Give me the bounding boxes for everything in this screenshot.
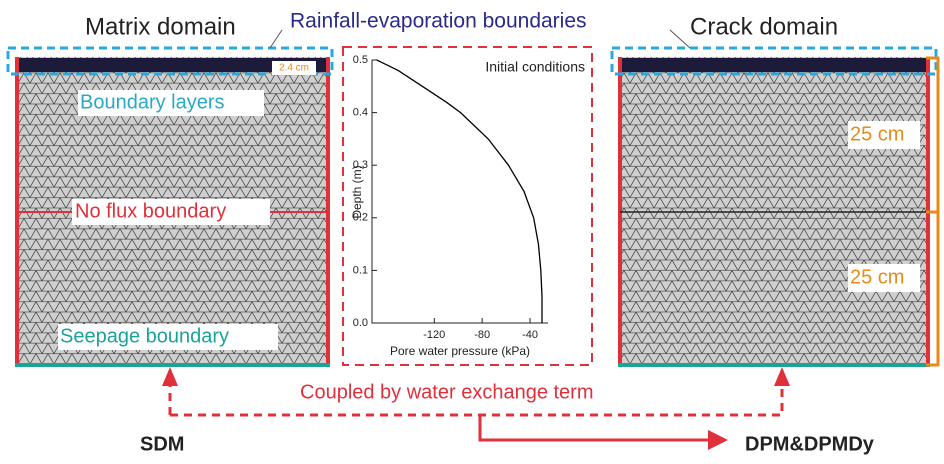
no-flux-label: No flux boundary [75,200,226,222]
label-bg [78,90,264,116]
seepage-label: Seepage boundary [60,325,229,347]
y-tick-label: 0.0 [353,317,368,329]
x-tick-label: -120 [423,329,445,341]
crack-mesh [610,46,940,367]
label-bg [848,121,920,149]
connector [269,29,691,49]
matrix-title: Matrix domain [85,13,236,40]
x-tick-label: -80 [474,329,490,341]
y-axis-label: Depth (m) [350,165,364,218]
y-tick-label: 0.2 [353,212,368,224]
y-tick-label: 0.4 [353,107,368,119]
x-tick-label: -40 [522,329,538,341]
arrow-heads [162,367,790,450]
x-axis-label: Pore water pressure (kPa) [390,344,530,358]
crack-title: Crack domain [690,13,838,40]
boundary-layers-label: Boundary layers [80,91,225,113]
label-bg [848,264,920,292]
depth-label: 25 cm [850,266,904,288]
inset-frame [342,46,593,366]
y-tick-label: 0.5 [353,54,368,66]
label-bg [72,199,270,225]
label-bg [272,61,316,75]
y-tick-label: 0.1 [353,264,368,276]
rainfall-label: Rainfall-evaporation boundaries [290,10,587,33]
coupled-label: Coupled by water exchange term [300,381,594,403]
thickness-label: 2.4 cm [279,63,309,74]
chart-annotation: Initial conditions [485,59,585,75]
y-tick-label: 0.3 [353,159,368,171]
dpm-label: DPM&DPMDy [745,433,875,455]
curve [376,59,543,323]
label-bg [58,324,278,350]
sdm-label: SDM [140,433,184,455]
depth-label: 25 cm [850,123,904,145]
